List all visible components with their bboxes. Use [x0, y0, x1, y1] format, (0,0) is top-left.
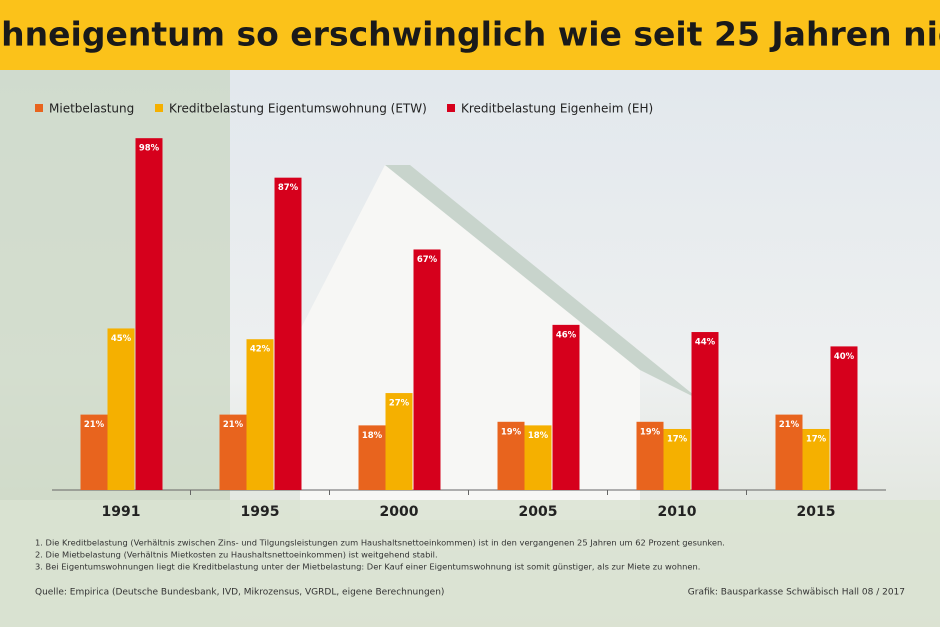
x-tick-label: 1991 [102, 504, 141, 520]
bar [691, 332, 719, 490]
value-label: 17% [667, 434, 688, 444]
footnote: 3. Bei Eigentumswohnungen liegt die Kred… [35, 562, 700, 572]
chart-title: Wohneigentum so erschwinglich wie seit 2… [0, 15, 940, 54]
bar [830, 346, 858, 490]
bar [802, 428, 830, 490]
legend-label: Mietbelastung [49, 102, 134, 116]
x-tick-label: 2000 [380, 504, 419, 520]
bar [80, 414, 108, 490]
value-label: 27% [389, 399, 410, 409]
value-label: 40% [834, 352, 855, 362]
value-label: 17% [806, 434, 827, 444]
value-label: 87% [278, 183, 299, 193]
bar [135, 138, 163, 490]
value-label: 18% [528, 431, 549, 441]
legend-swatch [35, 104, 43, 112]
plot: Mietbelastung Kreditbelastung Eigentumswo… [35, 102, 858, 520]
bar [385, 393, 413, 490]
notes: 1. Die Kreditbelastung (Verhältnis zwisc… [35, 538, 725, 572]
bar [636, 421, 664, 490]
value-label: 21% [84, 420, 105, 430]
value-label: 18% [362, 431, 383, 441]
source: Quelle: Empirica (Deutsche Bundesbank, I… [35, 588, 444, 598]
x-tick-label: 2015 [797, 504, 836, 520]
value-label: 19% [640, 427, 661, 437]
bar [775, 414, 803, 490]
value-label: 44% [695, 338, 716, 348]
bar [274, 177, 302, 491]
value-label: 42% [250, 345, 271, 355]
bar [246, 339, 274, 490]
value-label: 21% [779, 420, 800, 430]
legend-label: Kreditbelastung Eigenheim (EH) [461, 102, 653, 116]
footnote: 1. Die Kreditbelastung (Verhältnis zwisc… [35, 538, 725, 548]
value-label: 21% [223, 420, 244, 430]
value-label: 45% [111, 334, 132, 344]
credit: Grafik: Bausparkasse Schwäbisch Hall 08 … [688, 588, 905, 598]
legend-label: Kreditbelastung Eigentumswohnung (ETW) [169, 102, 427, 116]
bar [358, 425, 386, 490]
garden [0, 500, 940, 627]
bar [552, 324, 580, 490]
value-label: 98% [139, 144, 160, 154]
legend-swatch [155, 104, 163, 112]
x-tick-label: 2005 [519, 504, 558, 520]
bar [663, 428, 691, 490]
bar [497, 421, 525, 490]
x-tick-label: 1995 [241, 504, 280, 520]
value-label: 46% [556, 330, 577, 340]
bar [107, 328, 135, 490]
value-label: 67% [417, 255, 438, 265]
header-band [0, 0, 940, 70]
roof [385, 165, 700, 400]
bar [219, 414, 247, 490]
x-tick-label: 2010 [658, 504, 697, 520]
bar [524, 425, 552, 490]
value-label: 19% [501, 427, 522, 437]
footnote: 2. Die Mietbelastung (Verhältnis Mietkos… [35, 550, 438, 560]
legend-swatch [447, 104, 455, 112]
bar [413, 249, 441, 490]
